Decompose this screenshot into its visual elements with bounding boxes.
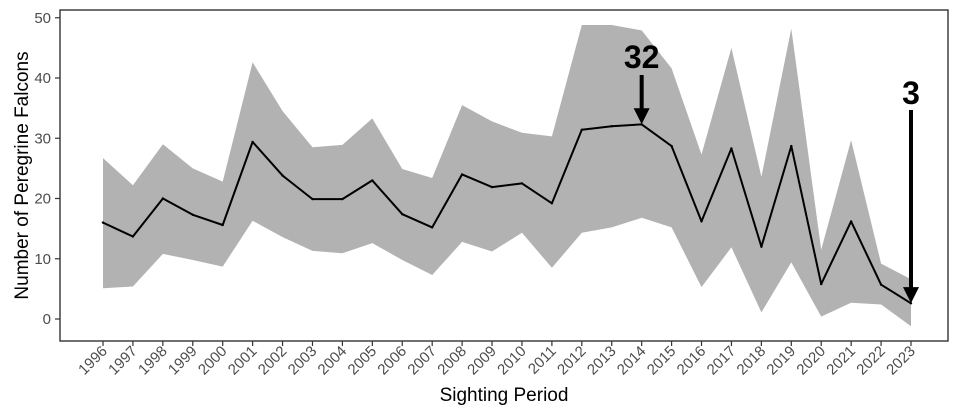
- data-point-2007: [431, 226, 434, 229]
- y-tick-label: 10: [34, 251, 51, 268]
- y-tick-label: 50: [34, 10, 51, 27]
- annotation-2014: 32: [624, 39, 660, 125]
- x-tick-label: 2001: [225, 343, 261, 379]
- data-point-2011: [550, 202, 554, 205]
- data-point-1999: [191, 213, 194, 216]
- x-tick-label: 1999: [165, 343, 201, 379]
- x-tick-label: 2004: [315, 343, 351, 379]
- x-tick-label: 2020: [793, 343, 829, 379]
- data-point-2008: [460, 173, 464, 176]
- x-tick-label: 2006: [374, 343, 410, 379]
- plot-frame: [59, 9, 949, 342]
- data-point-2023: [909, 302, 913, 305]
- x-tick-label: 1998: [135, 343, 171, 379]
- data-point-2019: [790, 144, 793, 148]
- x-tick-label: 2011: [525, 343, 560, 378]
- data-point-2020: [820, 282, 823, 286]
- data-point-2005: [371, 179, 374, 182]
- data-point-2004: [341, 197, 344, 201]
- data-point-2017: [730, 147, 733, 150]
- y-tick-label: 20: [34, 191, 51, 208]
- x-tick-label: 2022: [853, 343, 889, 379]
- data-point-2000: [221, 223, 224, 227]
- data-point-2013: [610, 125, 613, 128]
- y-tick-label: 0: [43, 311, 51, 328]
- data-point-2015: [670, 144, 673, 148]
- confidence-band: [103, 25, 911, 327]
- x-tick-label: 2015: [644, 343, 680, 379]
- x-tick-label: 2003: [285, 343, 321, 379]
- data-point-2006: [401, 213, 404, 216]
- data-point-2021: [849, 220, 853, 223]
- data-point-2018: [760, 245, 763, 248]
- x-tick-label: 2021: [823, 343, 859, 379]
- x-tick-label: 2018: [734, 343, 770, 379]
- y-tick-label: 30: [34, 130, 51, 147]
- annotation-label: 3: [902, 75, 920, 111]
- x-tick-label: 2007: [404, 343, 440, 379]
- x-tick-label: 2009: [464, 343, 500, 379]
- x-tick-label: 2008: [434, 343, 470, 379]
- x-axis: 1996199719981999200020012002200320042005…: [75, 341, 919, 378]
- data-point-1996: [101, 221, 105, 224]
- x-tick-label: 2023: [883, 343, 919, 379]
- x-tick-label: 2000: [195, 343, 231, 379]
- data-point-2012: [580, 128, 583, 131]
- x-tick-label: 2005: [345, 343, 381, 379]
- x-tick-label: 2013: [584, 343, 620, 379]
- data-point-2014: [640, 123, 643, 126]
- x-tick-label: 2010: [494, 343, 530, 379]
- data-point-2003: [311, 197, 314, 201]
- x-tick-label: 2002: [255, 343, 291, 379]
- data-point-1998: [161, 197, 165, 200]
- x-tick-label: 2012: [554, 343, 590, 379]
- annotation-label: 32: [624, 39, 660, 75]
- y-axis-title: Number of Peregrine Falcons: [12, 51, 33, 299]
- x-tick-label: 2019: [764, 343, 800, 379]
- trend-line-layer: [101, 123, 913, 305]
- annotation-2023: 3: [902, 75, 920, 304]
- x-tick-label: 2017: [704, 343, 740, 379]
- y-axis: 0 10 20 30 40 50: [34, 10, 60, 328]
- x-tick-label: 2016: [674, 343, 710, 379]
- x-tick-label: 1996: [75, 343, 111, 379]
- x-axis-title: Sighting Period: [440, 385, 569, 406]
- data-point-1997: [131, 235, 135, 238]
- data-point-2001: [251, 140, 254, 144]
- series-line: [102, 123, 912, 305]
- confidence-band-layer: [103, 25, 911, 327]
- x-tick-label: 1997: [105, 343, 141, 379]
- annotation-layer: 32 3: [624, 39, 920, 304]
- data-point-2002: [281, 174, 284, 177]
- x-tick-label: 2014: [614, 343, 650, 379]
- data-point-2022: [879, 283, 883, 286]
- data-point-2016: [700, 220, 703, 223]
- data-point-2009: [490, 185, 494, 189]
- data-point-2010: [520, 182, 524, 185]
- y-tick-label: 40: [34, 70, 51, 87]
